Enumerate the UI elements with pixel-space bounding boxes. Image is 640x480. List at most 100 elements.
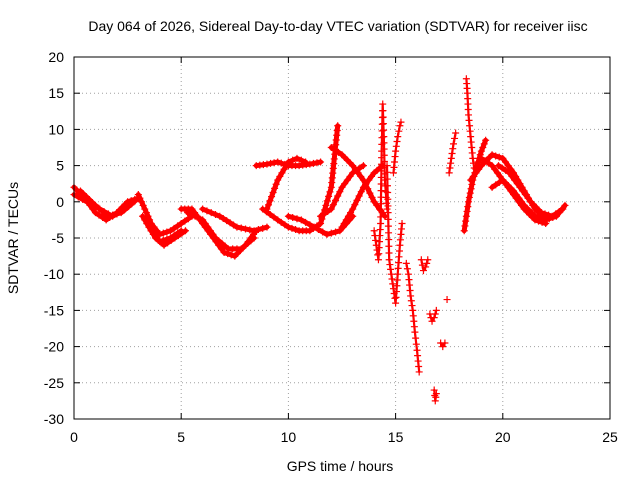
data-point xyxy=(387,265,395,273)
data-point xyxy=(347,209,355,217)
data-point xyxy=(387,270,395,278)
data-point xyxy=(397,118,405,126)
series-arc-22 xyxy=(426,306,440,325)
series-arc-12 xyxy=(263,154,310,213)
data-point xyxy=(375,250,383,258)
data-point xyxy=(384,222,392,230)
data-point xyxy=(259,224,267,232)
data-point xyxy=(499,154,507,162)
data-point xyxy=(541,210,549,218)
data-point xyxy=(293,154,301,162)
data-point xyxy=(366,189,374,197)
data-point xyxy=(263,205,271,213)
data-point xyxy=(320,210,328,218)
series-arc-8 xyxy=(184,209,258,253)
data-point xyxy=(136,194,144,202)
series-arc-16 xyxy=(338,162,387,231)
data-point xyxy=(377,206,385,214)
data-point xyxy=(524,194,532,202)
data-point xyxy=(336,188,344,196)
data-point xyxy=(276,172,284,180)
data-point xyxy=(511,176,519,184)
data-point xyxy=(402,259,410,267)
data-point xyxy=(365,176,373,184)
series-arc-20 xyxy=(402,259,423,376)
data-point xyxy=(504,162,512,170)
data-point xyxy=(384,215,392,223)
data-point xyxy=(378,127,386,135)
data-point xyxy=(407,292,415,300)
data-point xyxy=(467,185,475,193)
data-point xyxy=(482,136,490,144)
data-point xyxy=(383,168,391,176)
data-point xyxy=(74,193,82,201)
data-point xyxy=(481,157,489,165)
data-point xyxy=(508,172,516,180)
data-point xyxy=(344,212,352,220)
data-point xyxy=(288,224,296,232)
data-point xyxy=(521,191,529,199)
data-point xyxy=(362,180,370,188)
y-tick-label: -10 xyxy=(44,266,64,282)
data-point xyxy=(322,201,330,209)
data-point xyxy=(351,165,359,173)
data-point xyxy=(314,226,322,234)
data-point xyxy=(385,249,393,257)
data-point xyxy=(349,205,357,213)
data-point xyxy=(393,137,401,145)
data-point xyxy=(147,227,155,235)
data-point xyxy=(271,184,279,192)
data-point xyxy=(142,209,150,217)
data-point xyxy=(501,158,509,166)
data-point xyxy=(355,192,363,200)
y-tick-label: 0 xyxy=(56,194,64,210)
data-point xyxy=(178,229,186,237)
series-arc-9 xyxy=(199,205,271,235)
data-point xyxy=(306,221,314,229)
data-point xyxy=(267,159,275,167)
data-point xyxy=(79,195,87,203)
y-tick-label: 20 xyxy=(48,49,64,65)
data-point xyxy=(477,147,485,155)
data-point xyxy=(341,180,349,188)
data-point xyxy=(177,220,185,228)
data-point xyxy=(204,223,212,231)
data-point xyxy=(171,234,179,242)
x-tick-label: 20 xyxy=(495,429,511,445)
data-point xyxy=(130,198,138,206)
data-point xyxy=(510,187,518,195)
data-point xyxy=(334,148,342,156)
data-point xyxy=(272,180,280,188)
data-point xyxy=(329,201,337,209)
data-point xyxy=(203,207,211,215)
data-point xyxy=(227,251,235,259)
series-arc-6 xyxy=(143,220,189,249)
data-point xyxy=(263,223,271,231)
data-point xyxy=(332,228,340,236)
data-point xyxy=(492,152,500,160)
data-point xyxy=(385,236,393,244)
series-line xyxy=(461,137,489,234)
data-point xyxy=(164,239,172,247)
data-point xyxy=(448,150,456,158)
data-point xyxy=(95,211,103,219)
data-point xyxy=(367,172,375,180)
data-point xyxy=(492,181,500,189)
data-point xyxy=(412,334,420,342)
data-point xyxy=(452,129,460,137)
data-point xyxy=(317,158,325,166)
data-point xyxy=(555,207,563,215)
data-point xyxy=(431,310,439,318)
data-point xyxy=(377,213,385,221)
data-point xyxy=(201,220,209,228)
data-point xyxy=(292,226,300,234)
data-point xyxy=(385,229,393,237)
data-point xyxy=(396,122,404,130)
data-point xyxy=(317,212,325,220)
x-tick-label: 10 xyxy=(281,429,297,445)
y-tick-label: -20 xyxy=(44,339,64,355)
data-point xyxy=(491,165,499,173)
data-point xyxy=(513,180,521,188)
data-point xyxy=(432,390,440,398)
data-point xyxy=(392,142,400,150)
